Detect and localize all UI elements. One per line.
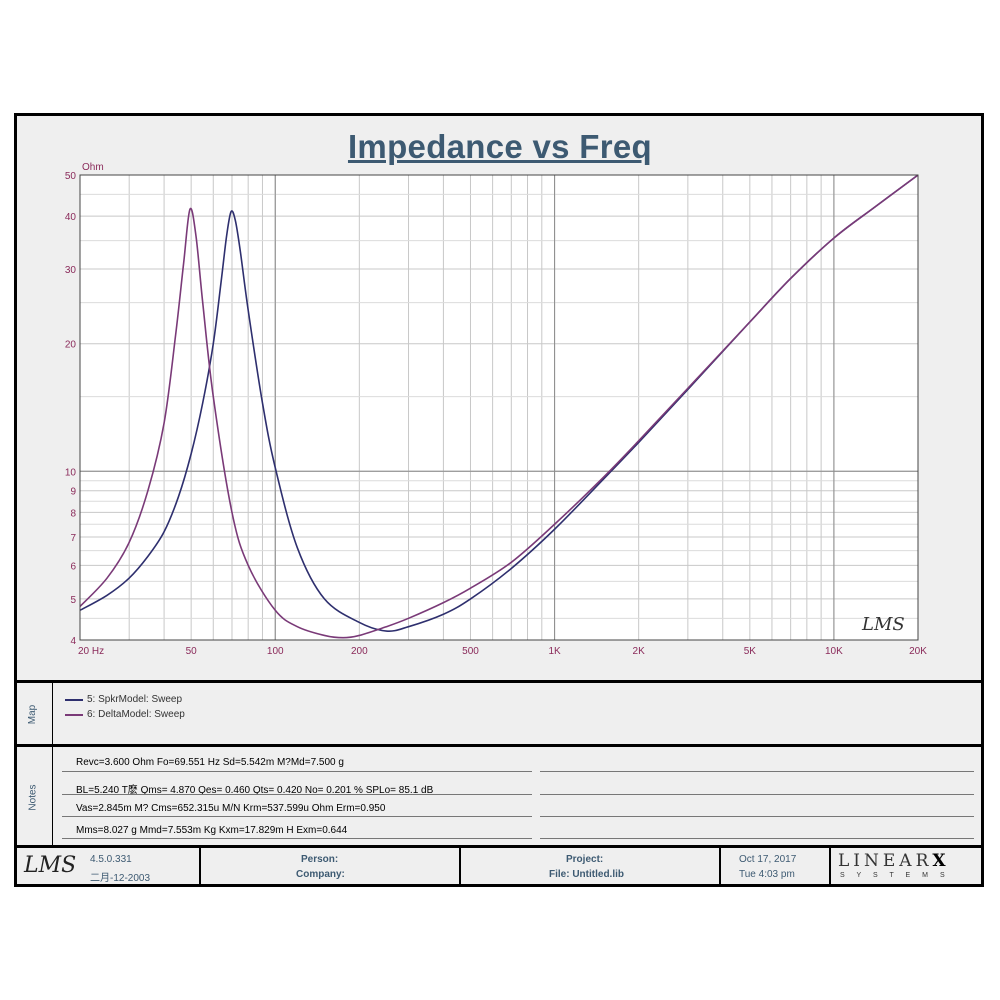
legend-label-spkrmodel: 5: SpkrModel: Sweep <box>87 694 183 705</box>
note-line-3: Vas=2.845m M? Cms=652.315u M/N Krm=537.5… <box>76 803 386 814</box>
version-text: 4.5.0.331 <box>90 854 132 865</box>
x-tick-label: 100 <box>267 646 284 657</box>
y-tick-label: 30 <box>65 265 77 276</box>
legend-label-deltamodel: 6: DeltaModel: Sweep <box>87 709 185 720</box>
file-label: File: Untitled.lib <box>549 869 624 880</box>
print-time: Tue 4:03 pm <box>739 869 795 880</box>
footer-bar: LMS 4.5.0.331 二月-12-2003 Person: Company… <box>14 845 984 887</box>
notes-side-label: Notes <box>27 783 39 811</box>
notes-divider <box>52 747 53 847</box>
company-label: Company: <box>296 869 345 880</box>
plot-frame <box>79 174 919 641</box>
y-tick-label: 5 <box>70 595 76 606</box>
legend-swatch-spkrmodel <box>65 698 83 701</box>
y-axis-label: Ohm <box>82 162 104 173</box>
project-label: Project: <box>566 854 604 865</box>
chart-title: Impedance vs Freq <box>347 128 653 165</box>
y-tick-label: 4 <box>70 636 76 647</box>
note-rule <box>62 771 532 772</box>
legend-swatch-deltamodel <box>65 713 83 716</box>
x-tick-label: 200 <box>351 646 368 657</box>
y-tick-label: 10 <box>65 467 77 478</box>
footer-cell-datetime: Oct 17, 2017 Tue 4:03 pm <box>721 848 831 887</box>
x-tick-label: 10K <box>825 646 843 657</box>
y-tick-label: 40 <box>65 212 77 223</box>
print-date: Oct 17, 2017 <box>739 854 797 865</box>
x-tick-label: 1K <box>548 646 561 657</box>
x-tick-label: 50 <box>186 646 198 657</box>
x-tick-label: 20 Hz <box>78 646 104 657</box>
x-tick-label: 20K <box>909 646 927 657</box>
series-line-deltamodel <box>79 174 919 639</box>
note-rule <box>62 794 532 795</box>
note-line-2: BL=5.240 T麽 Qms= 4.870 Qes= 0.460 Qts= 0… <box>76 785 434 796</box>
lms-watermark: LMS <box>861 614 905 635</box>
y-tick-label: 50 <box>65 171 77 182</box>
note-rule <box>62 816 532 817</box>
note-line-1: Revc=3.600 Ohm Fo=69.551 Hz Sd=5.542m M?… <box>76 757 344 768</box>
note-rule <box>62 838 532 839</box>
y-tick-label: 6 <box>70 561 76 572</box>
note-rule <box>540 771 974 772</box>
map-divider <box>52 683 53 745</box>
map-panel: Map 5: SpkrModel: Sweep 6: DeltaModel: S… <box>14 680 984 745</box>
x-tick-label: 500 <box>462 646 479 657</box>
plot-area <box>80 175 918 640</box>
y-tick-label: 9 <box>70 487 76 498</box>
grid-major <box>80 175 918 640</box>
note-rule <box>540 838 974 839</box>
series-lines <box>79 174 919 639</box>
x-tick-labels: 20 Hz 50 100 200 500 1K 2K 5K 10K 20K <box>78 646 927 657</box>
y-tick-label: 20 <box>65 340 77 351</box>
footer-cell-person: Person: Company: <box>201 848 461 887</box>
legend-item-spkrmodel[interactable]: 5: SpkrModel: Sweep <box>65 694 182 705</box>
y-tick-label: 8 <box>70 508 76 519</box>
note-line-4: Mms=8.027 g Mmd=7.553m Kg Kxm=17.829m H … <box>76 825 348 836</box>
y-tick-labels: 4 5 6 7 8 9 10 20 30 40 50 <box>65 171 77 647</box>
person-label: Person: <box>301 854 339 865</box>
series-line-spkrmodel <box>79 174 919 632</box>
lms-logo: LMS <box>24 853 77 878</box>
x-tick-label: 2K <box>633 646 646 657</box>
x-tick-label: 5K <box>744 646 757 657</box>
footer-cell-project: Project: File: Untitled.lib <box>461 848 721 887</box>
map-side-label: Map <box>27 704 39 724</box>
linearx-logo: LINEARX S Y S T E M S <box>838 851 950 879</box>
footer-cell-version: LMS 4.5.0.331 二月-12-2003 <box>14 848 201 887</box>
note-rule <box>540 794 974 795</box>
build-date-text: 二月-12-2003 <box>90 873 151 884</box>
notes-panel: Notes Revc=3.600 Ohm Fo=69.551 Hz Sd=5.5… <box>14 744 984 847</box>
y-tick-label: 7 <box>70 533 76 544</box>
note-rule <box>540 816 974 817</box>
legend-item-deltamodel[interactable]: 6: DeltaModel: Sweep <box>65 709 185 720</box>
